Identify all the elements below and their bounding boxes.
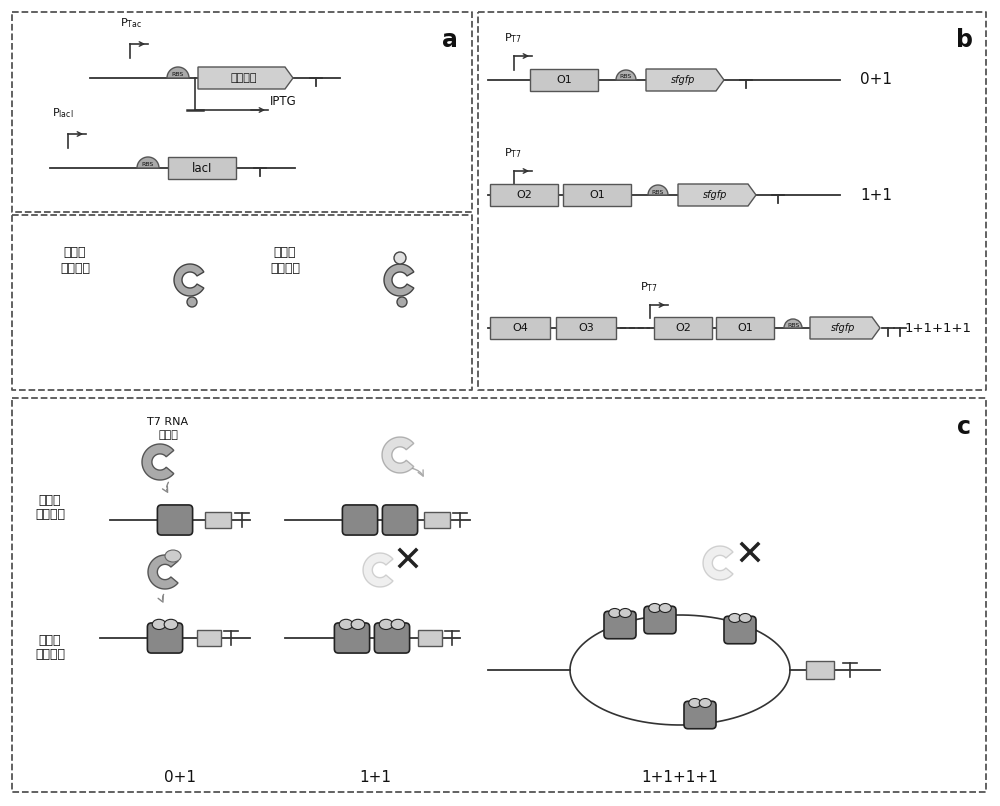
Bar [490, 317, 550, 339]
Bar [418, 630, 442, 646]
Text: 野生型: 野生型 [64, 247, 86, 260]
Polygon shape [174, 264, 204, 296]
Wedge shape [616, 70, 636, 80]
FancyBboxPatch shape [382, 505, 418, 535]
Text: sfgfp: sfgfp [831, 323, 855, 333]
Text: $\mathrm{P_{lacI}}$: $\mathrm{P_{lacI}}$ [52, 106, 74, 120]
Bar [490, 184, 558, 206]
Bar [197, 630, 221, 646]
Text: 1+1: 1+1 [860, 188, 892, 202]
Ellipse shape [339, 619, 353, 629]
Polygon shape [678, 184, 756, 206]
Ellipse shape [649, 604, 661, 613]
Text: IPTG: IPTG [270, 95, 297, 108]
Ellipse shape [619, 609, 631, 617]
Text: 阻遏蛋白: 阻遏蛋白 [270, 261, 300, 275]
Text: O3: O3 [578, 323, 594, 333]
FancyBboxPatch shape [147, 623, 183, 653]
Text: O1: O1 [589, 190, 605, 200]
Ellipse shape [729, 613, 741, 622]
Bar [716, 317, 774, 339]
Text: RBS: RBS [787, 322, 799, 328]
FancyBboxPatch shape [374, 623, 410, 653]
Text: 工程化: 工程化 [274, 247, 296, 260]
Text: T7 RNA: T7 RNA [147, 417, 189, 427]
Wedge shape [648, 185, 668, 195]
Ellipse shape [689, 699, 701, 708]
Circle shape [187, 297, 197, 307]
Text: sfgfp: sfgfp [703, 190, 727, 200]
Text: sfgfp: sfgfp [671, 75, 695, 85]
Text: b: b [956, 28, 972, 52]
Bar [424, 512, 450, 528]
Text: $\mathrm{P_{Tac}}$: $\mathrm{P_{Tac}}$ [120, 16, 142, 30]
Wedge shape [784, 319, 802, 328]
Ellipse shape [152, 619, 166, 629]
Text: c: c [957, 415, 971, 439]
Polygon shape [198, 67, 293, 89]
Ellipse shape [739, 613, 751, 622]
Circle shape [394, 252, 406, 264]
Ellipse shape [379, 619, 393, 629]
Text: RBS: RBS [142, 162, 154, 167]
Ellipse shape [391, 619, 405, 629]
Bar [654, 317, 712, 339]
Bar [205, 512, 231, 528]
Text: 1+1: 1+1 [359, 771, 391, 786]
Polygon shape [142, 444, 174, 480]
Ellipse shape [659, 604, 671, 613]
Text: O1: O1 [737, 323, 753, 333]
FancyBboxPatch shape [604, 611, 636, 638]
Text: 阻遏蛋白: 阻遏蛋白 [35, 649, 65, 662]
Bar [168, 157, 236, 179]
Text: 1+1+1+1: 1+1+1+1 [642, 771, 718, 786]
Text: RBS: RBS [652, 189, 664, 194]
Text: 0+1: 0+1 [164, 771, 196, 786]
Text: $\mathrm{P_{T7}}$: $\mathrm{P_{T7}}$ [504, 31, 522, 45]
FancyBboxPatch shape [684, 701, 716, 729]
Bar [563, 184, 631, 206]
Ellipse shape [351, 619, 365, 629]
FancyBboxPatch shape [724, 617, 756, 644]
Text: 1+1+1+1: 1+1+1+1 [905, 322, 972, 334]
Text: O4: O4 [512, 323, 528, 333]
Text: 聚合酶: 聚合酶 [158, 430, 178, 440]
FancyBboxPatch shape [644, 606, 676, 634]
Ellipse shape [164, 619, 178, 629]
Text: RBS: RBS [172, 73, 184, 77]
Text: $\mathrm{P_{T7}}$: $\mathrm{P_{T7}}$ [504, 146, 522, 160]
Bar [530, 69, 598, 91]
Text: a: a [442, 28, 458, 52]
FancyBboxPatch shape [157, 505, 193, 535]
Ellipse shape [699, 699, 711, 708]
Polygon shape [646, 69, 724, 91]
Text: O2: O2 [516, 190, 532, 200]
Text: O2: O2 [675, 323, 691, 333]
Text: 阻遏蛋白: 阻遏蛋白 [60, 261, 90, 275]
Circle shape [397, 297, 407, 307]
Text: 野生型: 野生型 [39, 493, 61, 506]
Wedge shape [167, 67, 189, 78]
FancyBboxPatch shape [342, 505, 378, 535]
Bar [556, 317, 616, 339]
Polygon shape [148, 555, 178, 589]
Text: lacI: lacI [192, 161, 212, 175]
Text: 0+1: 0+1 [860, 73, 892, 88]
Ellipse shape [609, 609, 621, 617]
Text: $\mathrm{P_{T7}}$: $\mathrm{P_{T7}}$ [640, 280, 658, 294]
Polygon shape [384, 264, 414, 296]
FancyBboxPatch shape [334, 623, 370, 653]
Text: O1: O1 [556, 75, 572, 85]
Polygon shape [810, 317, 880, 339]
Text: 阻遏蛋白: 阻遏蛋白 [35, 509, 65, 521]
Wedge shape [137, 157, 159, 168]
Polygon shape [363, 553, 393, 587]
Ellipse shape [165, 550, 181, 562]
Polygon shape [703, 546, 733, 580]
Bar [806, 661, 834, 679]
Text: 工程化: 工程化 [39, 634, 61, 646]
Polygon shape [382, 437, 414, 473]
Text: RBS: RBS [620, 74, 632, 80]
Text: 阻遏蛋白: 阻遏蛋白 [230, 73, 257, 83]
